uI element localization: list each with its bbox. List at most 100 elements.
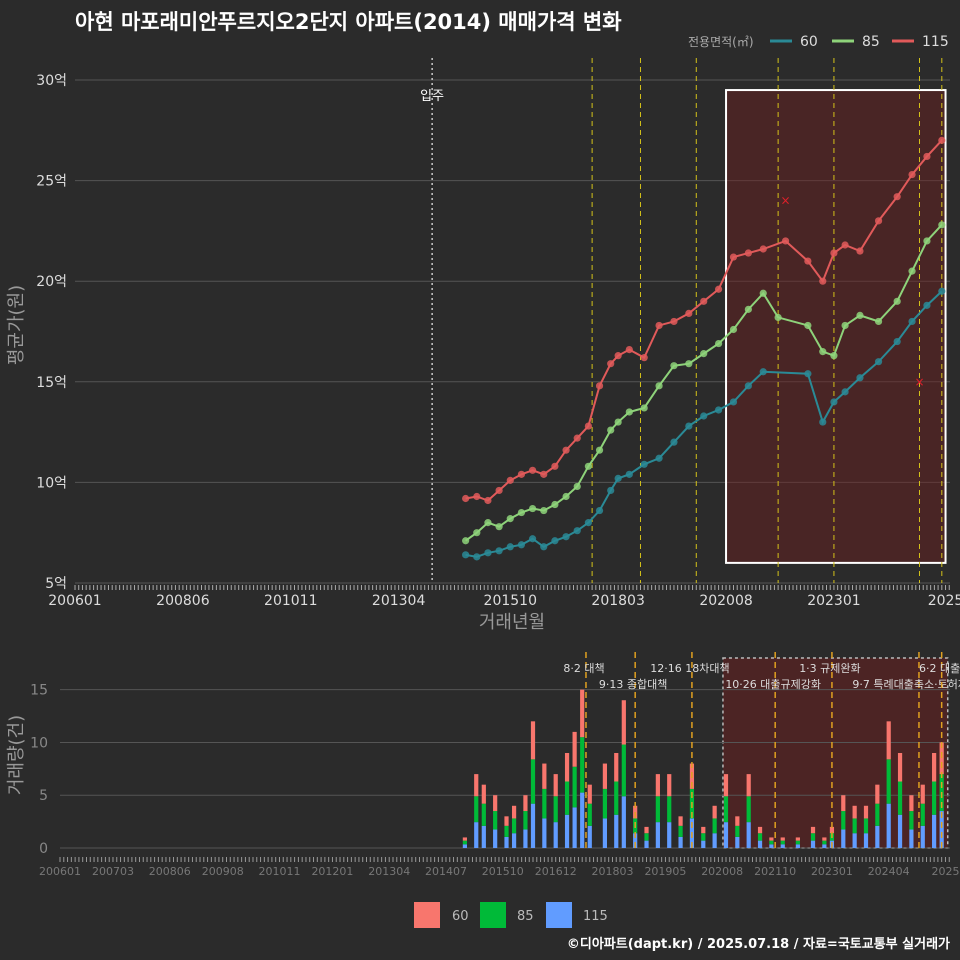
data-point-85 (551, 500, 559, 509)
price-y-tick-label: 10억 (36, 475, 67, 491)
price-x-tick-label: 201510 (484, 593, 537, 609)
volume-y-tick-label: 15 (30, 683, 48, 699)
volume-x-tick-label: 201905 (644, 865, 686, 878)
data-point-85 (759, 289, 767, 297)
data-point-60 (700, 412, 708, 420)
volume-bar-60 (678, 816, 683, 826)
bar-legend-label-115: 115 (583, 909, 608, 924)
volume-bar-85 (644, 833, 649, 841)
price-panel: 5억 10억 15억 20억 25억 30억 200601 200806 201011 20130… (36, 58, 960, 609)
data-point-60 (759, 368, 767, 376)
data-point-85 (614, 418, 622, 426)
data-point-115 (640, 354, 648, 362)
price-y-tick-label: 5억 (45, 576, 67, 592)
volume-bar-115 (863, 833, 869, 848)
legend-swatch-60 (414, 902, 440, 928)
volume-bar-115 (795, 844, 800, 848)
volume-bar-60 (493, 795, 498, 812)
data-point-115 (819, 277, 827, 285)
volume-bar-60 (530, 721, 536, 760)
volume-bar-60 (829, 826, 835, 834)
volume-bar-85 (523, 811, 528, 830)
volume-bar-115 (757, 840, 763, 848)
volume-bar-85 (757, 833, 763, 841)
volume-bar-115 (542, 818, 547, 848)
volume-bar-85 (712, 818, 717, 834)
data-point-85 (700, 350, 708, 358)
data-point-85 (462, 537, 470, 545)
volume-x-tick-label: 201407 (425, 865, 467, 878)
volume-bar-115 (939, 811, 944, 848)
volume-x-tick-label: 201510 (482, 865, 524, 878)
volume-bar-85 (875, 803, 880, 826)
price-y-tick-label: 25억 (36, 174, 67, 190)
data-point-115 (584, 422, 592, 430)
price-x-tick-label: 2025 (928, 593, 960, 609)
legend-swatch-85 (480, 902, 506, 928)
volume-bar-115 (712, 833, 717, 848)
data-point-115 (744, 249, 752, 257)
volume-bar-85 (723, 796, 729, 823)
policy-label: 8·2 대책 (563, 662, 604, 675)
volume-bar-85 (769, 840, 774, 845)
volume-bar-85 (572, 766, 577, 808)
data-point-85 (841, 321, 849, 330)
policy-label: 12·16 18차대책 (650, 662, 729, 675)
data-point-115 (495, 486, 503, 495)
volume-bar-60 (542, 763, 547, 789)
volume-y-tick-label: 5 (39, 788, 48, 804)
data-point-85 (528, 504, 537, 513)
data-point-60 (908, 317, 916, 326)
volume-bar-60 (769, 837, 774, 841)
volume-bar-115 (655, 822, 660, 848)
volume-bar-115 (780, 844, 785, 848)
data-point-115 (462, 494, 470, 503)
volume-bar-85 (746, 796, 751, 823)
policy-label: 9·13 종합대책 (599, 678, 667, 691)
volume-bar-115 (530, 803, 536, 848)
volume-bar-85 (621, 744, 626, 797)
price-x-tick-label: 200806 (156, 593, 210, 609)
data-point-85 (655, 382, 663, 390)
volume-y-tick-label: 0 (39, 841, 48, 857)
volume-bar-60 (474, 774, 479, 797)
volume-bar-85 (481, 803, 486, 826)
volume-bar-115 (523, 829, 528, 848)
volume-bar-60 (564, 753, 570, 782)
data-point-85 (856, 311, 864, 320)
volume-x-tick-label: 201011 (258, 865, 300, 878)
data-point-60 (923, 301, 931, 309)
data-point-115 (625, 346, 633, 354)
volume-bar-85 (655, 796, 660, 823)
volume-bar-60 (523, 795, 528, 812)
data-point-115 (908, 170, 916, 179)
volume-bar-85 (735, 825, 740, 837)
top-legend: 전용면적(㎡) 60 85 115 (688, 34, 949, 50)
volume-bar-115 (644, 840, 649, 848)
volume-bar-85 (795, 840, 800, 845)
data-point-85 (670, 362, 678, 370)
data-point-85 (517, 508, 526, 517)
data-point-85 (923, 237, 931, 245)
volume-panel: 0 5 10 15 200601 200703 200806 200908 201011 2012… (30, 652, 960, 878)
data-point-60 (625, 470, 633, 478)
volume-bar-115 (920, 825, 925, 848)
volume-bar-85 (841, 811, 846, 830)
legend-title: 전용면적(㎡) (688, 35, 754, 49)
data-point-115 (893, 193, 901, 201)
data-point-115 (595, 382, 604, 390)
price-x-tick-label: 201011 (264, 593, 317, 609)
volume-bar-115 (875, 825, 880, 848)
volume-bar-115 (564, 814, 570, 848)
volume-bar-85 (602, 788, 607, 819)
volume-bar-115 (474, 822, 479, 848)
data-point-60 (744, 382, 752, 390)
volume-x-tick-label: 2025 (931, 865, 959, 878)
data-point-115 (517, 470, 526, 478)
volume-x-tick-label: 201304 (368, 865, 410, 878)
volume-bar-115 (909, 829, 914, 848)
volume-bar-60 (757, 826, 763, 834)
volume-bar-85 (553, 796, 558, 823)
volume-y-tick-label: 10 (30, 735, 48, 751)
